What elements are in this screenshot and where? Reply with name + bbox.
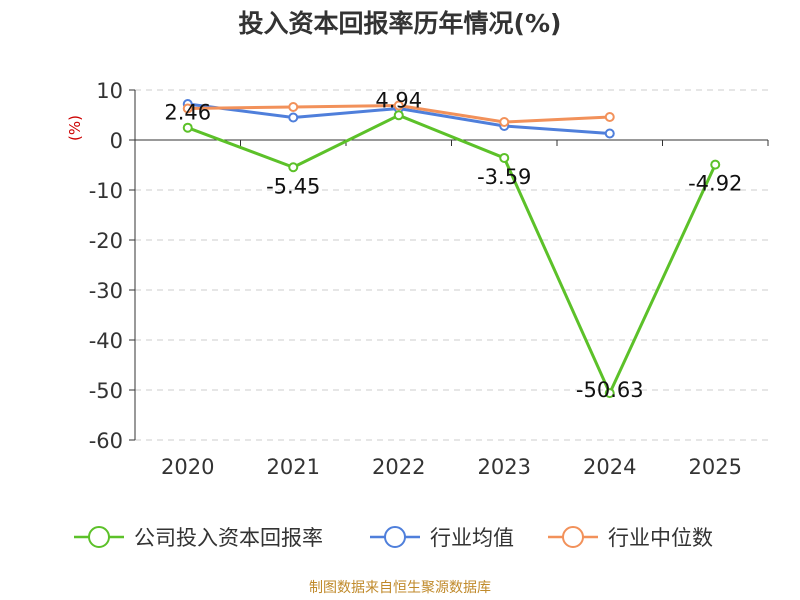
data-point	[499, 117, 510, 127]
data-label: -50.63	[576, 378, 644, 402]
data-label: 4.94	[375, 88, 422, 112]
data-point	[288, 102, 299, 112]
x-tick-label: 2020	[161, 455, 214, 479]
legend-marker	[384, 526, 406, 548]
data-point	[499, 152, 510, 163]
x-tick-label: 2024	[583, 455, 636, 479]
y-axis-label: (%)	[66, 115, 84, 141]
legend: 公司投入资本回报率 行业均值 行业中位数	[74, 526, 713, 550]
data-point	[604, 128, 615, 139]
data-point	[288, 112, 299, 123]
chart-title: 投入资本回报率历年情况(%)	[238, 9, 562, 38]
data-label: -5.45	[266, 174, 320, 198]
x-tick-labels: 2020 2021 2022 2023 2024 2025	[161, 455, 742, 479]
data-label: -3.59	[477, 165, 531, 189]
data-point	[393, 100, 404, 111]
axes	[129, 89, 769, 441]
y-tick-label: 0	[110, 129, 123, 153]
y-tick-label: -60	[89, 429, 123, 453]
x-tick-label: 2023	[478, 455, 531, 479]
data-point	[604, 388, 615, 399]
legend-label: 公司投入资本回报率	[134, 526, 323, 550]
y-tick-labels: 10 0 -10 -20 -30 -40 -50 -60	[89, 79, 123, 453]
data-point	[604, 112, 615, 122]
data-point	[710, 159, 721, 170]
series-line	[187, 113, 717, 395]
y-tick-label: -10	[89, 179, 123, 203]
x-tick-label: 2022	[372, 455, 425, 479]
data-point	[182, 103, 193, 114]
source-note: 制图数据来自恒生聚源数据库	[309, 580, 491, 596]
data-label: -4.92	[688, 172, 742, 196]
legend-marker	[88, 526, 110, 548]
data-point	[182, 122, 193, 133]
series-lines	[182, 99, 721, 399]
data-label: 2.46	[164, 101, 211, 125]
y-tick-label: 10	[96, 79, 123, 103]
x-tick-label: 2025	[689, 455, 742, 479]
data-labels: 2.46 -5.45 4.94 -3.59 -50.63 -4.92	[164, 88, 742, 402]
y-tick-label: -50	[89, 379, 123, 403]
legend-label: 行业中位数	[608, 526, 713, 550]
y-tick-label: -30	[89, 279, 123, 303]
legend-label: 行业均值	[430, 526, 514, 550]
x-tick-label: 2021	[267, 455, 320, 479]
data-point	[393, 110, 404, 121]
data-point	[288, 162, 299, 173]
y-tick-label: -40	[89, 329, 123, 353]
legend-marker	[562, 526, 584, 548]
y-tick-label: -20	[89, 229, 123, 253]
